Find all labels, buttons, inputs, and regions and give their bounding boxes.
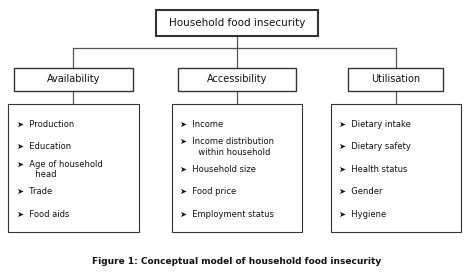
FancyBboxPatch shape [331,104,461,232]
FancyBboxPatch shape [8,104,138,232]
Text: ➤  Health status: ➤ Health status [339,165,408,174]
Text: ➤  Employment status: ➤ Employment status [180,210,274,218]
Text: ➤  Age of household
       head: ➤ Age of household head [17,159,102,179]
FancyBboxPatch shape [14,68,133,91]
Text: Household food insecurity: Household food insecurity [169,18,305,28]
Text: ➤  Dietary safety: ➤ Dietary safety [339,143,411,151]
Text: ➤  Production: ➤ Production [17,120,74,129]
Text: Utilisation: Utilisation [371,74,420,84]
Text: ➤  Hygiene: ➤ Hygiene [339,210,386,218]
Text: ➤  Food price: ➤ Food price [180,187,237,196]
Text: ➤  Income: ➤ Income [180,120,224,129]
Text: Figure 1: Conceptual model of household food insecurity: Figure 1: Conceptual model of household … [92,257,382,266]
Text: Accessibility: Accessibility [207,74,267,84]
Text: ➤  Trade: ➤ Trade [17,187,52,196]
Text: ➤  Education: ➤ Education [17,143,71,151]
Text: Availability: Availability [47,74,100,84]
FancyBboxPatch shape [348,68,443,91]
Text: ➤  Income distribution
       within household: ➤ Income distribution within household [180,137,274,157]
FancyBboxPatch shape [178,68,296,91]
FancyBboxPatch shape [172,104,302,232]
Text: ➤  Food aids: ➤ Food aids [17,210,69,218]
Text: ➤  Household size: ➤ Household size [180,165,256,174]
FancyBboxPatch shape [156,10,318,36]
Text: ➤  Gender: ➤ Gender [339,187,383,196]
Text: ➤  Dietary intake: ➤ Dietary intake [339,120,411,129]
